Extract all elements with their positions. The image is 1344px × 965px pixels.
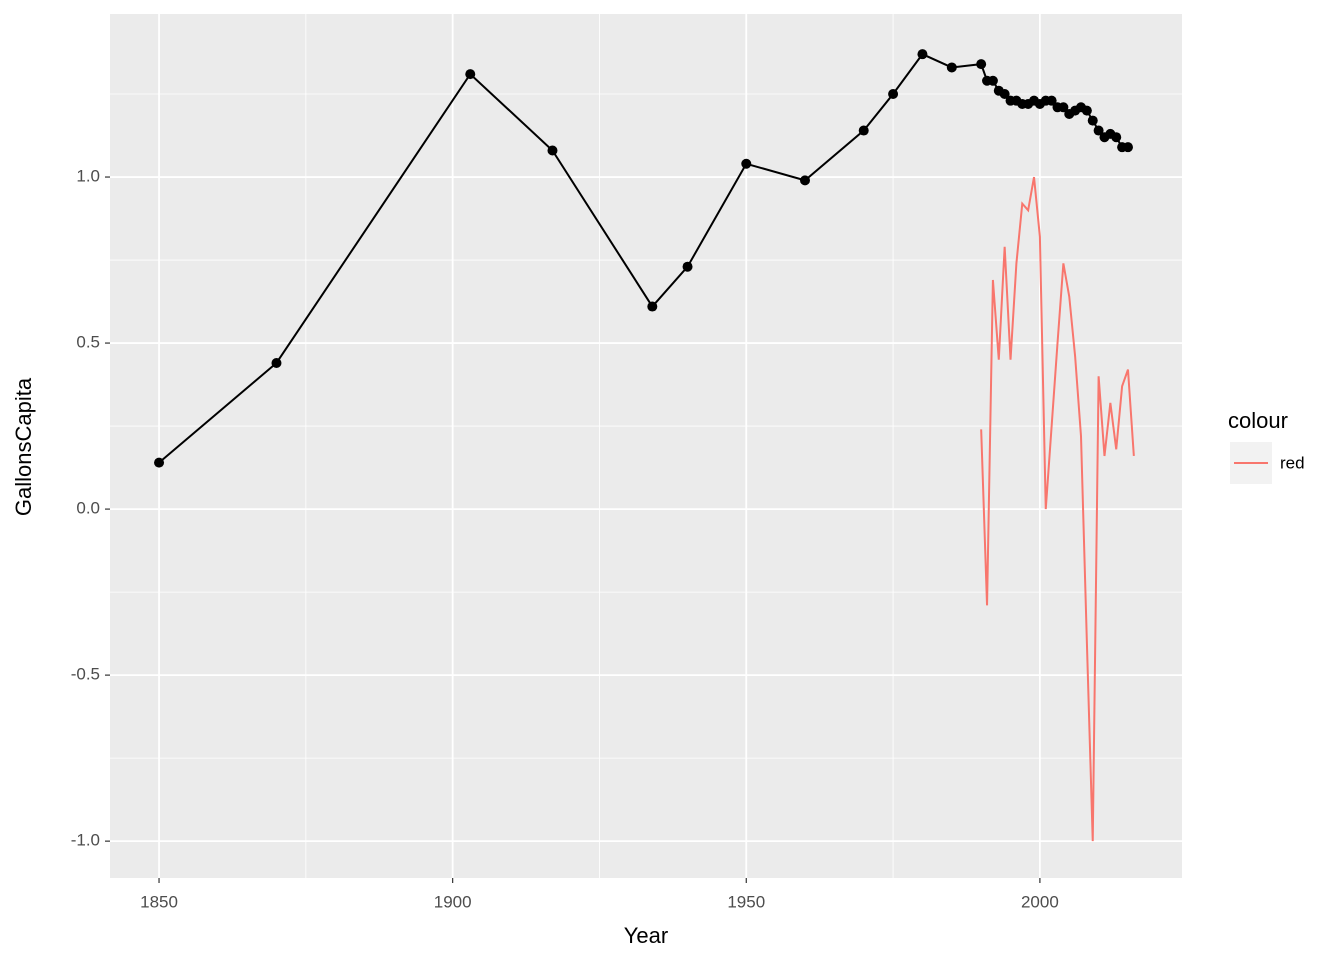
y-tick-label: -1.0: [71, 831, 100, 850]
point: [1046, 95, 1057, 106]
point: [1122, 142, 1133, 153]
panel: [110, 14, 1182, 878]
point: [917, 49, 928, 60]
legend: red: [1230, 442, 1305, 484]
point: [888, 89, 899, 100]
x-tick-label: 1850: [140, 892, 178, 911]
point: [465, 69, 476, 80]
point: [741, 158, 752, 169]
point: [858, 125, 869, 136]
point: [799, 175, 810, 186]
line: [980, 176, 1135, 842]
grid: [110, 14, 1182, 878]
legend-title: colour: [1228, 408, 1288, 433]
point: [1093, 125, 1104, 136]
x-tick-label: 1900: [434, 892, 472, 911]
x-tick-label: 1950: [727, 892, 765, 911]
point: [1058, 102, 1069, 113]
point: [987, 75, 998, 86]
y-tick-label: 0.0: [76, 499, 100, 518]
y-tick-label: -0.5: [71, 665, 100, 684]
marks: [154, 49, 1135, 842]
x-axis-title: Year: [624, 923, 668, 948]
point: [1087, 115, 1098, 126]
point: [1081, 105, 1092, 116]
point: [946, 62, 957, 73]
y-tick-label: 0.5: [76, 333, 100, 352]
y-tick-label: 1.0: [76, 167, 100, 186]
y-axis-title: GallonsCapita: [11, 377, 36, 516]
x-tick-label: 2000: [1021, 892, 1059, 911]
point: [682, 261, 693, 272]
point: [547, 145, 558, 156]
point: [976, 59, 987, 70]
point: [1111, 132, 1122, 143]
point: [647, 301, 658, 312]
point: [271, 357, 282, 368]
point: [154, 457, 165, 468]
point: [999, 89, 1010, 100]
legend-label: red: [1280, 453, 1305, 472]
